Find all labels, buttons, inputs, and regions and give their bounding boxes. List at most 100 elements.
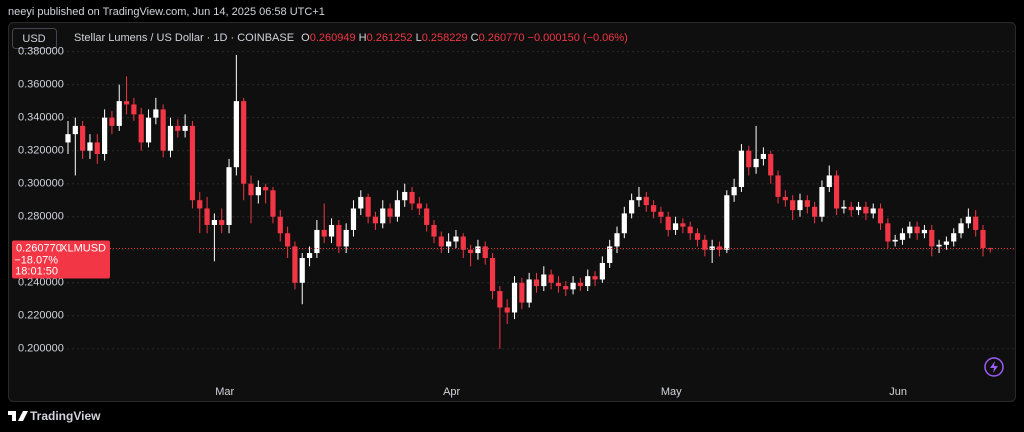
candle-body	[541, 274, 547, 287]
candle-body	[285, 233, 291, 247]
x-tick-label: May	[661, 386, 682, 398]
candle-body	[951, 233, 957, 242]
candle-body	[548, 274, 554, 283]
candle-body	[219, 220, 225, 225]
candle-body	[475, 246, 481, 254]
header: Stellar Lumens / US Dollar · 1D · COINBA…	[74, 32, 628, 44]
candle-body	[263, 187, 269, 191]
candle-body	[167, 125, 174, 151]
candle-body	[775, 175, 781, 197]
candle-body	[233, 101, 239, 168]
candle-body	[402, 191, 408, 201]
candle-body	[760, 153, 766, 159]
candle-body	[980, 229, 986, 249]
candle-body	[387, 208, 393, 217]
plot: 0.2000000.2200000.2400000.2600000.280000…	[12, 46, 1015, 398]
candle-body	[123, 101, 130, 105]
candle-body	[350, 208, 357, 230]
candle-body	[812, 206, 818, 217]
candle-body	[731, 187, 737, 196]
candle-body	[270, 190, 276, 217]
candle-body	[614, 233, 620, 247]
candle-body	[621, 213, 627, 234]
candle-body	[65, 134, 71, 143]
y-tick-label: 0.240000	[18, 277, 64, 289]
candle-body	[841, 206, 847, 209]
candle-body	[175, 125, 181, 131]
candle-body	[921, 229, 928, 234]
y-tick-label: 0.300000	[18, 178, 64, 190]
l-value: 0.258229	[422, 32, 468, 44]
y-tick-label: 0.220000	[18, 310, 64, 322]
candle-body	[936, 244, 942, 247]
candle-body	[643, 196, 649, 206]
lightning-icon[interactable]	[984, 357, 1004, 377]
currency-button[interactable]	[12, 28, 57, 49]
chart-title: Stellar Lumens / US Dollar · 1D · COINBA…	[74, 32, 294, 44]
candle-body	[526, 279, 532, 303]
candle-body	[277, 216, 283, 234]
y-tick-label: 0.340000	[18, 112, 64, 124]
candle-body	[629, 200, 635, 214]
candle-body	[694, 233, 701, 240]
candle-body	[482, 246, 488, 258]
brand-logo: TradingView	[8, 409, 101, 423]
candle-body	[94, 142, 100, 154]
candle-body	[672, 223, 679, 230]
candle-body	[299, 258, 305, 283]
price-tag-countdown: 18:01:50	[15, 265, 58, 277]
candle-body	[607, 246, 613, 263]
candle-body	[394, 200, 400, 217]
candle-body	[336, 224, 342, 247]
candle-body	[899, 233, 906, 240]
candle-body	[848, 206, 854, 211]
candle-body	[826, 175, 832, 187]
candle-body	[372, 216, 379, 224]
l-label: L	[416, 32, 422, 44]
candle-body	[738, 150, 745, 187]
candle-body	[241, 101, 247, 184]
candle-body	[768, 153, 774, 176]
candle-body	[321, 229, 327, 237]
candle-body	[504, 307, 510, 313]
candle-body	[885, 223, 891, 242]
candle-body	[892, 239, 898, 242]
candle-body	[343, 229, 349, 247]
candle-body	[255, 187, 261, 196]
candle-body	[365, 196, 371, 217]
candle-body	[358, 196, 364, 209]
candle-body	[248, 183, 254, 196]
x-tick-label: Jun	[889, 386, 907, 398]
candle-body	[746, 150, 752, 168]
candle-body	[519, 282, 525, 303]
candle-body	[599, 262, 605, 280]
candle-body	[116, 101, 122, 126]
y-tick-label: 0.380000	[18, 46, 64, 58]
candle-body	[511, 282, 518, 313]
currency-label[interactable]: USD	[22, 33, 45, 45]
candle-body	[72, 125, 78, 135]
candle-body	[877, 208, 884, 224]
candle-body	[145, 117, 152, 143]
candle-body	[497, 291, 503, 308]
candle-body	[109, 117, 115, 126]
candle-body	[834, 175, 840, 209]
candle-body	[446, 241, 452, 247]
candle-body	[790, 200, 796, 211]
candle-body	[138, 114, 144, 143]
brand-name: TradingView	[30, 409, 101, 423]
candle-body	[211, 220, 217, 225]
candle-body	[687, 226, 693, 234]
candle-body	[702, 239, 708, 250]
candle-body	[665, 216, 671, 230]
candle-body	[153, 109, 159, 118]
candle-body	[182, 125, 188, 131]
candle-body	[328, 224, 335, 237]
x-tick-label: Mar	[215, 386, 234, 398]
candle-body	[424, 208, 430, 225]
candle-body	[292, 246, 298, 283]
candle-body	[782, 196, 788, 201]
candle-body	[563, 286, 569, 290]
y-tick-label: 0.200000	[18, 343, 64, 355]
